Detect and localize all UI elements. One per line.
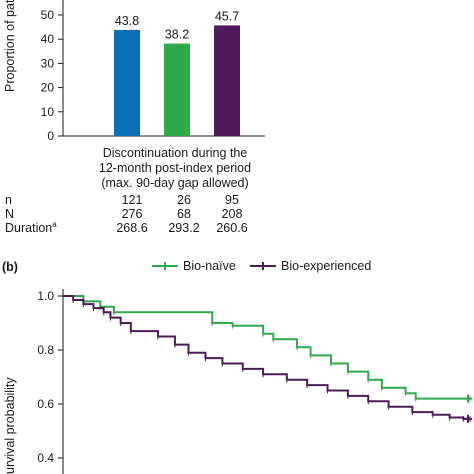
table-row-label: Durationa xyxy=(5,220,57,235)
bar-y-ticks: 0 10 20 30 40 50 xyxy=(41,8,63,143)
bar xyxy=(114,30,140,137)
bar-y-tick-label: 40 xyxy=(41,32,55,46)
table-row-label-text: n xyxy=(5,193,12,207)
count-table: n 121 26 95 N 276 68 208 Durationa 268.6 293.2 260.… xyxy=(5,193,248,235)
bar-y-tick-label: 20 xyxy=(41,81,55,95)
survival-line-bio-naive xyxy=(63,295,470,400)
table-row-label: n xyxy=(5,193,12,207)
bar-y-tick-label: 10 xyxy=(41,105,55,119)
legend-label: Bio-naïve xyxy=(183,259,236,273)
table-cell: 208 xyxy=(222,207,243,221)
panel-label-b: (b) xyxy=(2,260,18,274)
survival-series xyxy=(63,295,472,423)
bar-y-tick-label: 30 xyxy=(41,56,55,70)
legend-label: Bio-experienced xyxy=(281,259,371,273)
table-cell: 68 xyxy=(177,207,191,221)
bar-series: 43.8 38.2 45.7 xyxy=(114,9,240,137)
bar-category-label-line: 12-month post-index period xyxy=(99,161,251,175)
table-row-label: N xyxy=(5,207,14,221)
bar-value-label: 45.7 xyxy=(215,9,239,23)
bar xyxy=(214,25,240,137)
table-cell: 121 xyxy=(122,193,143,207)
bar-category-label-line: (max. 90-day gap allowed) xyxy=(101,176,248,190)
table-row-label-text: Duration xyxy=(5,221,52,235)
table-cell: 95 xyxy=(225,193,239,207)
survival-legend: Bio-naïve Bio-experienced xyxy=(152,259,371,273)
survival-curve-chart: (b) Bio-naïve Bio-experienced urvival pro… xyxy=(2,259,472,474)
survival-y-axis-label: urvival probability xyxy=(3,377,17,474)
survival-y-tick-label: 0.6 xyxy=(37,397,54,411)
survival-y-tick-label: 0.8 xyxy=(37,343,54,357)
bar-value-label: 38.2 xyxy=(165,28,189,42)
survival-y-tick-label: 0.4 xyxy=(37,451,54,465)
table-cell: 260.6 xyxy=(216,221,247,235)
bar-category-label-line: Discontinuation during the xyxy=(103,146,248,160)
survival-y-tick-label: 1.0 xyxy=(37,289,54,303)
duration-superscript: a xyxy=(52,220,57,229)
bar-y-axis-label: Proportion of pat xyxy=(3,0,17,92)
survival-y-ticks: 1.0 0.8 0.6 0.4 xyxy=(37,289,63,465)
table-cell: 293.2 xyxy=(168,221,199,235)
survival-line-bio-experienced xyxy=(63,295,470,420)
bar xyxy=(164,43,190,136)
discontinuation-bar-chart: Proportion of pat 0 10 20 30 40 50 43.8 38.2 45… xyxy=(3,0,265,235)
bar-y-tick-label: 0 xyxy=(47,129,54,143)
table-row-label-text: N xyxy=(5,207,14,221)
bar-value-label: 43.8 xyxy=(115,14,139,28)
table-cell: 268.6 xyxy=(116,221,147,235)
bar-y-tick-label: 50 xyxy=(41,8,55,22)
table-cell: 276 xyxy=(122,207,143,221)
table-cell: 26 xyxy=(177,193,191,207)
